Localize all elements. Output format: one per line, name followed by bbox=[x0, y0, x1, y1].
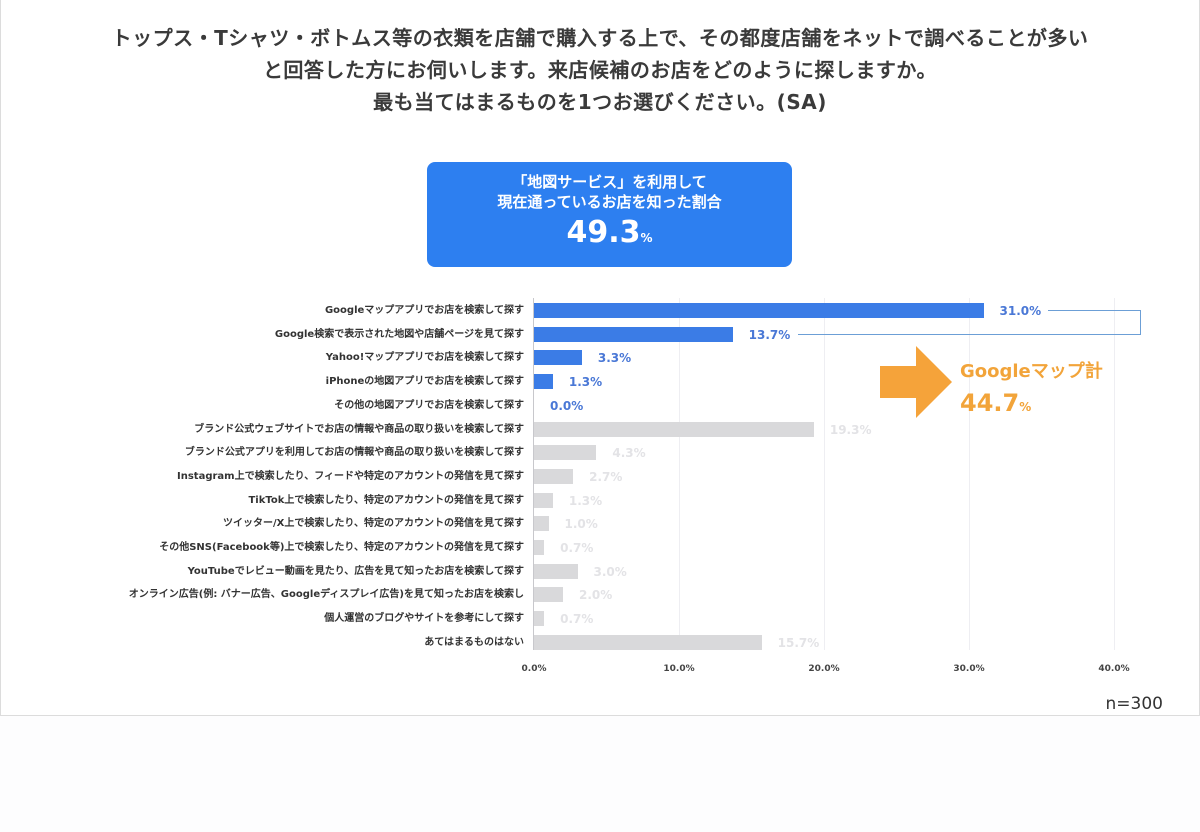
callout-number: 49.3 bbox=[566, 215, 641, 250]
value-label: 2.0% bbox=[579, 588, 613, 603]
category-label: 個人運営のブログやサイトを参考にして探す bbox=[324, 613, 524, 625]
value-label: 0.7% bbox=[560, 541, 594, 555]
arrow-right-icon bbox=[880, 346, 952, 422]
value-label: 0.7% bbox=[560, 612, 594, 627]
value-label: 1.3% bbox=[568, 375, 603, 390]
gridline bbox=[824, 298, 825, 650]
bar bbox=[534, 540, 545, 555]
category-label: オンライン広告(例: バナー広告、Googleディスプレイ広告)を見て知ったお店… bbox=[128, 589, 524, 601]
google-maps-bracket bbox=[1048, 310, 1141, 335]
value-label: 1.3% bbox=[568, 493, 603, 508]
category-label: Yahoo!マップアプリでお店を検索して探す bbox=[325, 352, 524, 364]
value-label: 3.3% bbox=[597, 351, 632, 366]
x-tick-label: 0.0% bbox=[521, 664, 547, 674]
category-label: その他の地図アプリでお店を検索して探す bbox=[334, 399, 524, 411]
category-label: ブランド公式アプリを利用してお店の情報や商品の取り扱いを検索して探す bbox=[184, 447, 524, 459]
sample-size: n=300 bbox=[1105, 694, 1163, 714]
gridline bbox=[679, 298, 680, 650]
google-maps-total-unit: % bbox=[1019, 400, 1032, 414]
bar bbox=[534, 563, 578, 579]
callout-unit: % bbox=[640, 231, 653, 245]
x-tick-label: 30.0% bbox=[953, 664, 985, 674]
category-label: iPhoneの地図アプリでお店を検索して探す bbox=[325, 376, 524, 388]
category-label: ツイッター/X上で検索したり、特定のアカウントの発信を見て探す bbox=[223, 518, 524, 530]
category-label: Googleマップアプリでお店を検索して探す bbox=[324, 305, 524, 316]
bar bbox=[534, 350, 582, 366]
google-maps-total-value: 44.7% bbox=[960, 389, 1031, 417]
map-service-callout: 「地図サービス」を利用して 現在通っているお店を知った割合 49.3% bbox=[427, 162, 792, 267]
google-maps-total-label: Googleマップ計 bbox=[960, 361, 1103, 382]
bar bbox=[534, 445, 597, 461]
callout-value: 49.3% bbox=[427, 216, 792, 255]
x-tick-label: 10.0% bbox=[663, 664, 695, 674]
x-tick-label: 40.0% bbox=[1098, 664, 1130, 674]
category-label: YouTubeでレビュー動画を見たり、広告を見て知ったお店を検索して探す bbox=[187, 565, 524, 577]
title-line-2: と回答した方にお伺いします。来店候補のお店をどのように探しますか。 bbox=[262, 58, 938, 82]
value-label: 13.7% bbox=[748, 327, 791, 342]
bar bbox=[534, 326, 733, 342]
category-label: Instagram上で検索したり、フィードや特定のアカウントの発信を見て探す bbox=[177, 470, 524, 482]
bar bbox=[534, 492, 553, 508]
value-label: 1.0% bbox=[564, 517, 598, 532]
question-title: トップス・Tシャツ・ボトムス等の衣類を店舗で購入する上で、その都度店舗をネットで… bbox=[0, 22, 1200, 118]
bar bbox=[534, 516, 549, 532]
value-label: 0.0% bbox=[550, 398, 584, 413]
callout-line-2: 現在通っているお店を知った割合 bbox=[497, 193, 722, 211]
value-label: 3.0% bbox=[593, 564, 627, 579]
bar bbox=[534, 468, 574, 484]
value-label: 2.7% bbox=[589, 469, 623, 484]
y-axis-line bbox=[533, 298, 534, 650]
title-line-1: トップス・Tシャツ・ボトムス等の衣類を店舗で購入する上で、その都度店舗をネットで… bbox=[111, 26, 1089, 50]
bar bbox=[534, 303, 984, 318]
google-maps-bracket-lower bbox=[798, 333, 1141, 335]
bar bbox=[534, 421, 814, 437]
bar-chart: 0.0% 10.0% 20.0% 30.0% 40.0% Googleマップアプリでお店を… bbox=[128, 298, 1141, 674]
callout-line-1: 「地図サービス」を利用して bbox=[512, 173, 707, 191]
bar bbox=[534, 374, 553, 390]
value-label: 4.3% bbox=[612, 446, 646, 461]
gridline bbox=[969, 298, 970, 650]
category-label: TikTok上で検索したり、特定のアカウントの発信を見て探す bbox=[248, 494, 524, 506]
category-label: ブランド公式ウェブサイトでお店の情報や商品の取り扱いを検索して探す bbox=[194, 423, 524, 435]
google-maps-total-number: 44.7 bbox=[960, 389, 1020, 417]
category-label: あてはまるものはない bbox=[424, 636, 524, 648]
value-label: 31.0% bbox=[999, 304, 1042, 318]
bar bbox=[534, 634, 762, 650]
gridline bbox=[1114, 298, 1115, 650]
bar bbox=[534, 611, 545, 627]
title-line-3: 最も当てはまるものを1つお選びください。(SA) bbox=[373, 90, 827, 114]
value-label: 15.7% bbox=[777, 635, 820, 650]
x-tick-label: 20.0% bbox=[808, 664, 840, 674]
category-label: Google検索で表示された地図や店舗ページを見て探す bbox=[274, 328, 524, 340]
category-label: その他SNS(Facebook等)上で検索したり、特定のアカウントの発信を見て探… bbox=[159, 542, 524, 553]
slide bbox=[0, 0, 1200, 716]
bar bbox=[534, 587, 563, 603]
value-label: 19.3% bbox=[829, 422, 872, 437]
